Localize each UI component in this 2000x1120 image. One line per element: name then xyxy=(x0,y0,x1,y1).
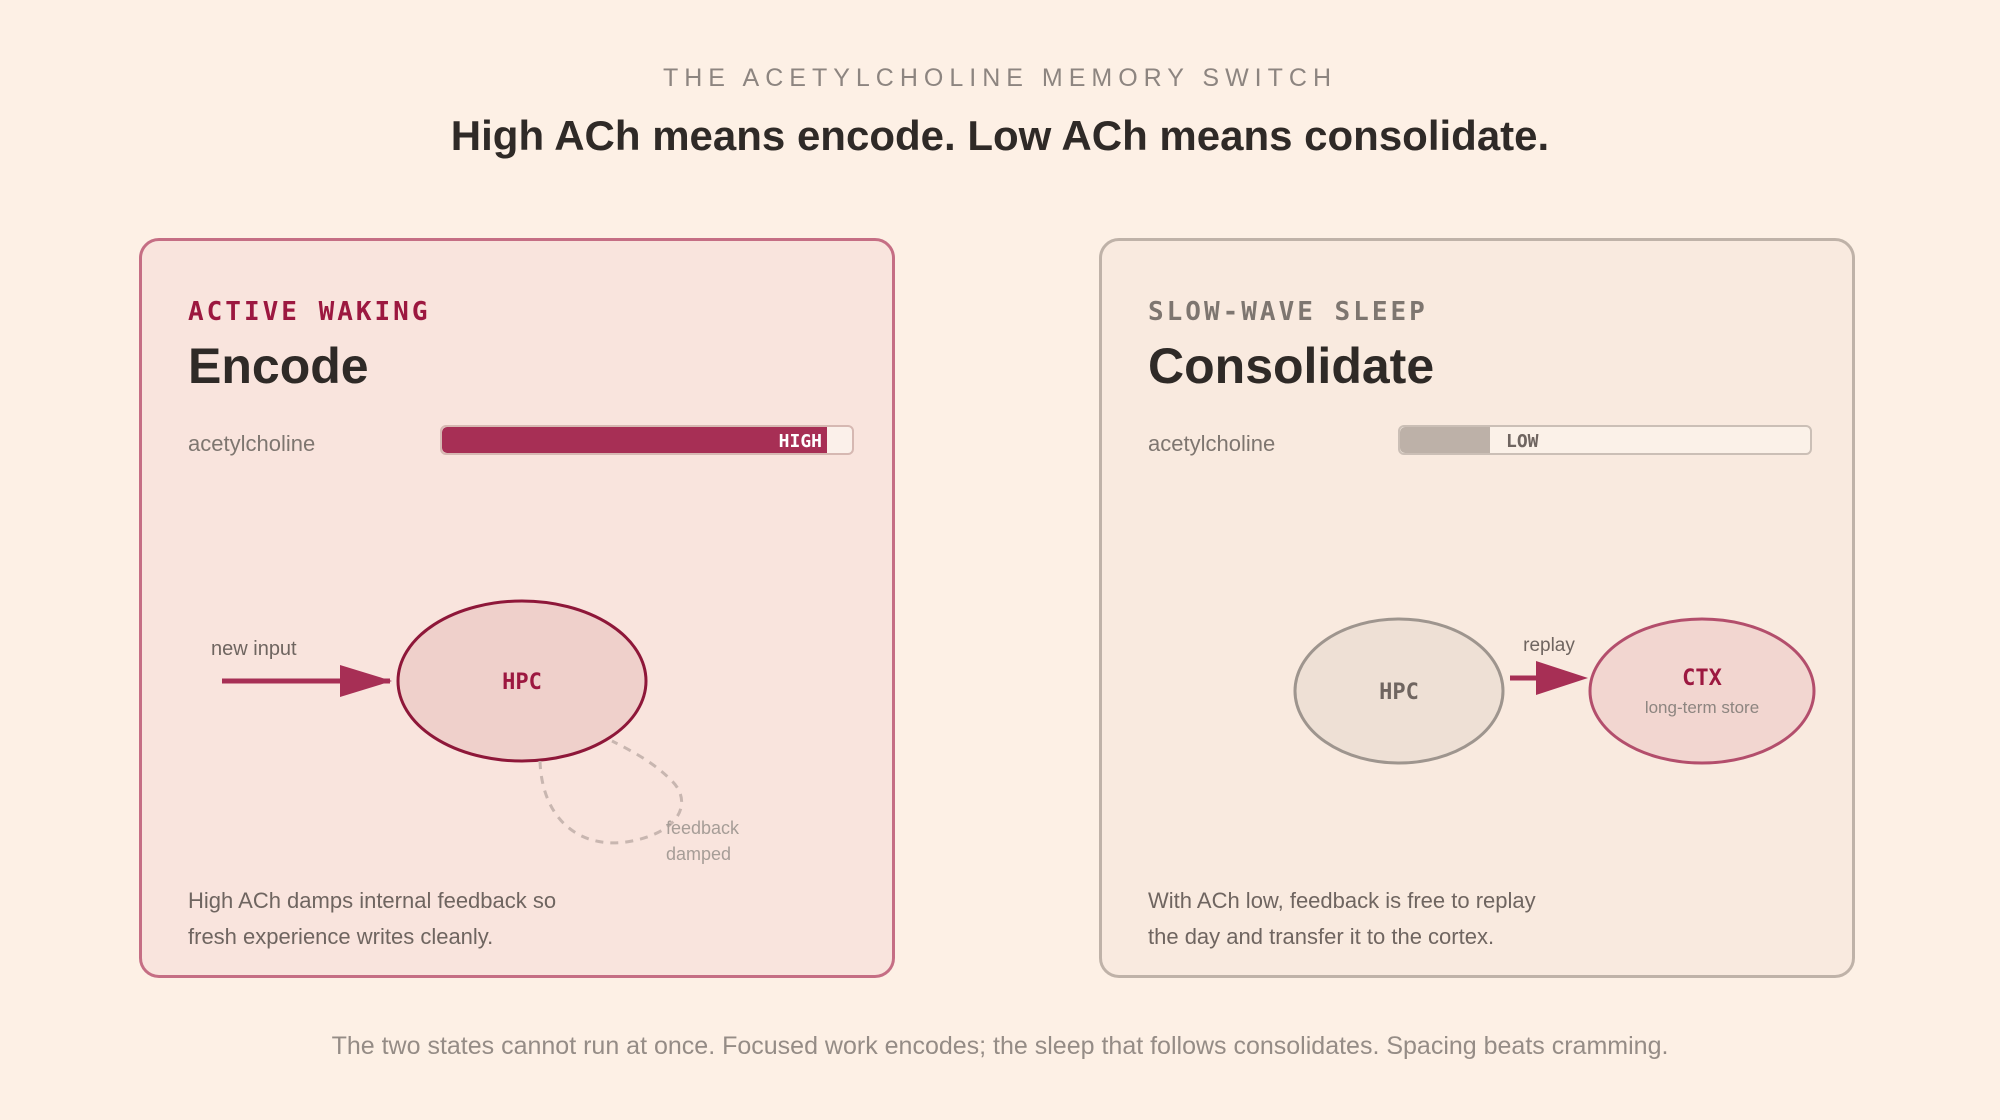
encode-panel: ACTIVE WAKING Encode acetylcholine HIGH … xyxy=(139,238,895,978)
eyebrow-title: THE ACETYLCHOLINE MEMORY SWITCH xyxy=(662,64,1338,92)
consolidate-hpc-label: HPC xyxy=(1379,680,1419,705)
consolidate-ach-bar-fill xyxy=(1400,427,1491,453)
consolidate-ach-level: LOW xyxy=(1506,431,1539,452)
consolidate-hpc-node xyxy=(1293,617,1505,765)
encode-description-line2: fresh experience writes cleanly. xyxy=(188,924,494,949)
encode-description-line1: High ACh damps internal feedback so xyxy=(188,888,557,913)
feedback-label-2: damped xyxy=(666,844,731,864)
consolidate-state-label: SLOW-WAVE SLEEP xyxy=(1148,297,1428,327)
consolidate-ach-label: acetylcholine xyxy=(1148,431,1276,456)
ctx-label: CTX xyxy=(1682,666,1722,691)
replay-label: replay xyxy=(1523,635,1575,656)
consolidate-panel: SLOW-WAVE SLEEP Consolidate acetylcholin… xyxy=(1099,238,1855,978)
encode-state-label: ACTIVE WAKING xyxy=(188,297,431,327)
input-arrow-icon xyxy=(340,665,392,697)
encode-ach-level: HIGH xyxy=(778,431,822,452)
consolidate-ach-bar: LOW xyxy=(1398,425,1812,455)
encode-ach-label: acetylcholine xyxy=(188,431,316,456)
encode-input-label: new input xyxy=(211,638,297,660)
consolidate-description-line2: the day and transfer it to the cortex. xyxy=(1148,924,1495,949)
encode-ach-bar: HIGH xyxy=(440,425,854,455)
consolidate-description: With ACh low, feedback is free to replay… xyxy=(1148,883,1668,955)
encode-hpc-label: HPC xyxy=(502,670,542,695)
consolidate-diagram: HPC replay CTX long-term store xyxy=(1293,617,1816,765)
encode-description: High ACh damps internal feedback so fres… xyxy=(188,883,708,955)
encode-hpc-node xyxy=(396,599,648,763)
encode-title: Encode xyxy=(188,338,369,394)
feedback-label-1: feedback xyxy=(666,818,740,838)
replay-arrow-icon xyxy=(1536,661,1588,695)
footer-note: The two states cannot run at once. Focus… xyxy=(331,1032,1669,1060)
feedback-loop-path xyxy=(538,739,683,845)
consolidate-description-line1: With ACh low, feedback is free to replay xyxy=(1148,888,1536,913)
ctx-sublabel: long-term store xyxy=(1645,698,1759,717)
consolidate-title: Consolidate xyxy=(1148,338,1435,394)
encode-ach-bar-fill xyxy=(442,427,828,453)
encode-diagram: new input HPC feedback damped xyxy=(211,599,740,864)
ctx-node xyxy=(1588,617,1816,765)
headline: High ACh means encode. Low ACh means con… xyxy=(450,112,1550,159)
